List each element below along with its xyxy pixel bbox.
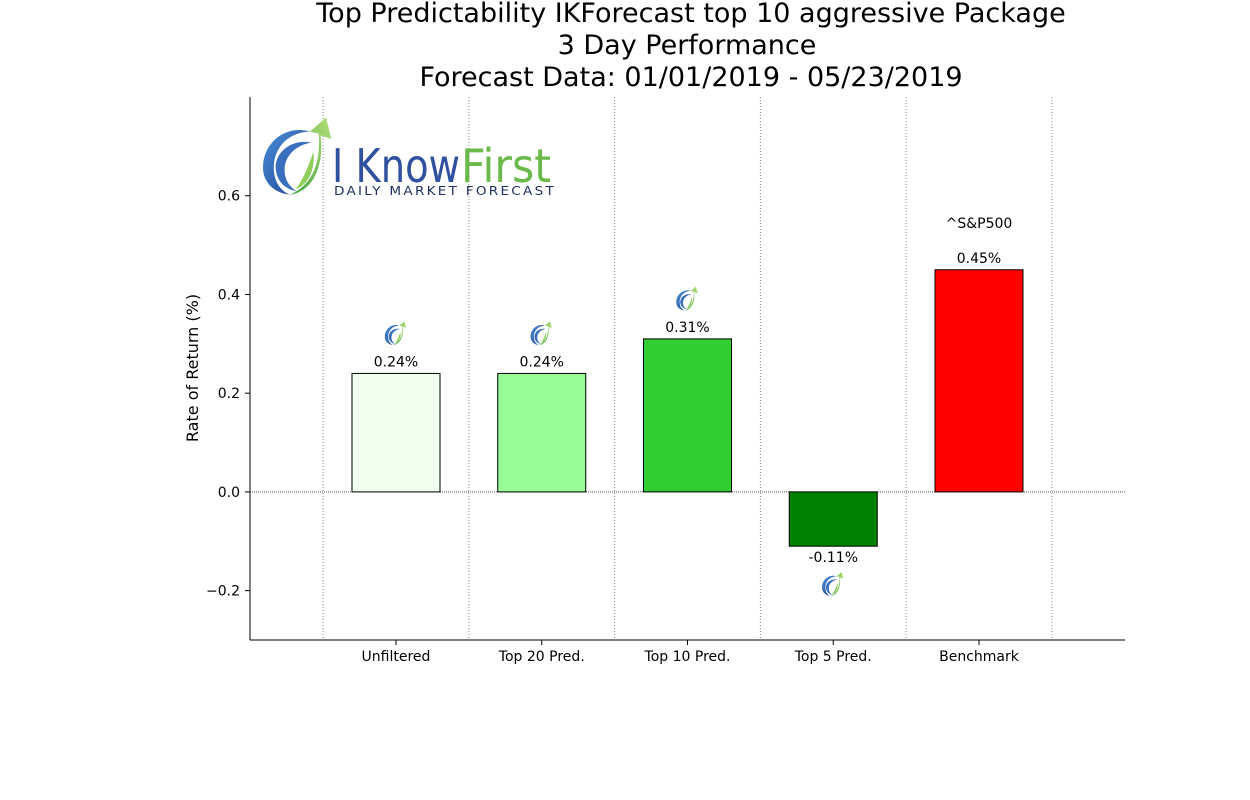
brand-logo-tagline: Daily Market Forecast [334, 184, 556, 198]
value-label: 0.45% [957, 251, 1001, 267]
brand-logo-name-left: I Know [332, 139, 460, 193]
brand-logo-name-right: First [461, 139, 551, 193]
y-tick-label: 0.4 [218, 287, 240, 303]
value-label: 0.24% [374, 354, 418, 370]
value-label: 0.24% [520, 354, 564, 370]
bar-top-10-pred [643, 338, 732, 493]
brand-logo-icon [263, 117, 332, 195]
ikf-logo-marker-icon [676, 286, 698, 311]
benchmark-name-label: ^S&P500 [946, 216, 1013, 232]
bars-group [351, 269, 1024, 547]
value-label: -0.11% [808, 550, 858, 566]
y-tick-label: 0.0 [218, 485, 240, 501]
bar-top-5-pred [788, 491, 878, 547]
y-tick-label: 0.6 [218, 189, 240, 205]
x-tick-label: Unfiltered [362, 649, 431, 665]
value-labels-group: 0.24% 0.24% 0.31% -0.11% 0.45% [374, 251, 1001, 566]
chart-title-line-2: 3 Day Performance [557, 30, 817, 61]
chart-title-line-3: Forecast Data: 01/01/2019 - 05/23/2019 [419, 62, 963, 93]
chart-title-line-1: Top Predictability IKForecast top 10 agg… [316, 0, 1066, 29]
ikf-logo-marker-icon [822, 571, 844, 596]
x-ticks-group: Unfiltered Top 20 Pred. Top 10 Pred. Top 5 … [362, 640, 1020, 665]
y-tick-label: 0.2 [218, 386, 240, 402]
x-tick-label: Benchmark [939, 649, 1020, 665]
bar-top-20-pred [497, 372, 587, 493]
value-label: 0.31% [665, 320, 709, 336]
y-ticks-group: −0.2 0.0 0.2 0.4 0.6 [206, 189, 250, 600]
brand-logo: I Know First Daily Market Forecast [263, 117, 556, 198]
x-tick-label: Top 10 Pred. [644, 649, 731, 665]
ikf-logo-marker-icon [530, 321, 552, 346]
bar-unfiltered [351, 372, 441, 493]
y-tick-label: −0.2 [206, 584, 240, 600]
bar-benchmark [934, 269, 1024, 493]
x-tick-label: Top 20 Pred. [498, 649, 585, 665]
logo-markers-group [384, 286, 844, 596]
x-tick-label: Top 5 Pred. [794, 649, 872, 665]
grid-lines [322, 97, 1053, 640]
ikf-logo-marker-icon [384, 321, 407, 346]
y-axis-label: Rate of Return (%) [183, 294, 202, 442]
